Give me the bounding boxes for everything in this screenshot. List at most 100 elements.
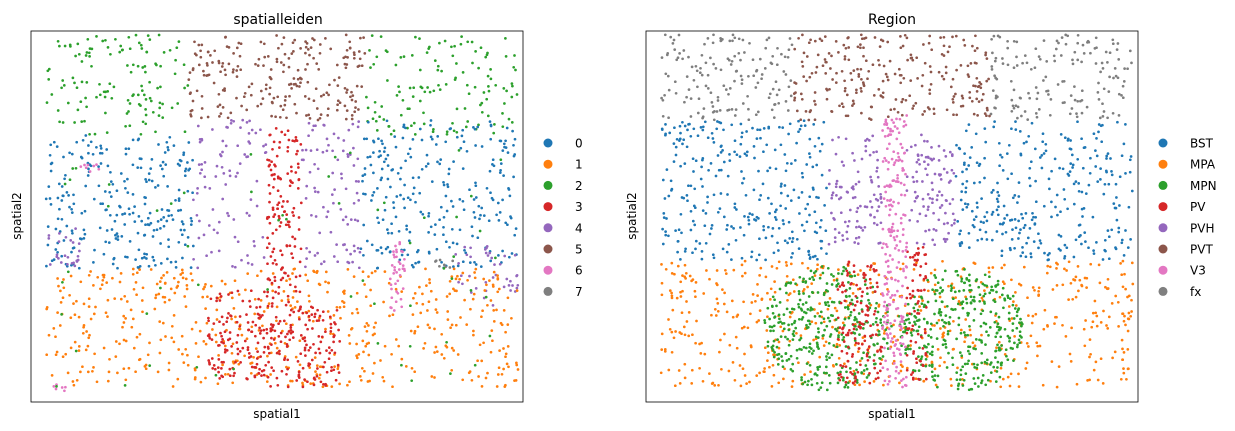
scatter-point	[50, 259, 54, 263]
scatter-point	[313, 254, 317, 257]
scatter-point	[818, 276, 822, 280]
scatter-point	[271, 206, 275, 210]
scatter-point	[879, 321, 883, 324]
scatter-point	[297, 178, 301, 182]
scatter-point	[1010, 238, 1014, 241]
scatter-point	[843, 86, 847, 90]
scatter-point	[739, 122, 743, 126]
scatter-point	[394, 300, 398, 304]
scatter-point	[767, 126, 771, 130]
scatter-point	[834, 185, 838, 189]
scatter-point	[322, 93, 326, 97]
scatter-point	[802, 345, 806, 349]
scatter-point	[784, 73, 788, 76]
scatter-point	[955, 113, 959, 117]
scatter-point	[846, 114, 850, 118]
scatter-point	[814, 221, 818, 225]
scatter-point	[56, 250, 59, 254]
scatter-point	[468, 261, 472, 264]
scatter-point	[950, 384, 953, 387]
scatter-point	[909, 79, 913, 82]
scatter-point	[1029, 255, 1033, 259]
scatter-point	[1083, 146, 1087, 149]
scatter-point	[239, 126, 242, 129]
scatter-point	[795, 356, 799, 360]
scatter-point	[1037, 55, 1041, 58]
scatter-point	[265, 294, 269, 298]
scatter-point	[133, 205, 136, 208]
scatter-point	[1077, 182, 1081, 185]
scatter-point	[230, 291, 234, 295]
scatter-point	[308, 250, 312, 254]
scatter-point	[710, 101, 714, 104]
scatter-point	[401, 98, 405, 102]
scatter-point	[212, 81, 216, 85]
scatter-point	[397, 268, 401, 271]
scatter-point	[87, 151, 90, 155]
scatter-point	[881, 79, 885, 83]
scatter-point	[747, 74, 750, 78]
scatter-point	[920, 355, 924, 358]
scatter-point	[402, 197, 406, 201]
scatter-point	[78, 249, 81, 253]
scatter-point	[299, 334, 303, 337]
scatter-point	[906, 302, 910, 306]
scatter-point	[872, 380, 876, 383]
scatter-point	[108, 190, 112, 194]
scatter-point	[364, 295, 368, 299]
scatter-point	[388, 314, 391, 318]
scatter-point	[341, 149, 345, 153]
scatter-point	[64, 235, 68, 239]
scatter-point	[497, 219, 501, 222]
scatter-point	[1018, 321, 1021, 325]
scatter-point	[355, 191, 359, 195]
scatter-point	[725, 310, 729, 314]
scatter-point	[1096, 378, 1100, 382]
scatter-point	[719, 68, 723, 72]
scatter-point	[170, 336, 174, 340]
scatter-point	[47, 333, 51, 337]
scatter-point	[445, 345, 449, 349]
scatter-point	[281, 266, 284, 269]
scatter-point	[879, 221, 883, 225]
scatter-point	[159, 338, 163, 342]
scatter-point	[305, 311, 309, 315]
scatter-point	[791, 252, 794, 255]
scatter-point	[1092, 368, 1096, 372]
scatter-point	[275, 346, 279, 350]
scatter-point	[826, 352, 830, 355]
scatter-point	[455, 130, 459, 134]
scatter-point	[670, 189, 673, 192]
scatter-point	[771, 227, 775, 230]
scatter-point	[777, 101, 781, 105]
scatter-point	[861, 336, 865, 339]
scatter-point	[948, 150, 952, 154]
scatter-point	[843, 385, 847, 389]
scatter-point	[735, 315, 739, 318]
scatter-point	[756, 81, 760, 85]
scatter-point	[146, 353, 150, 357]
scatter-point	[905, 36, 909, 40]
scatter-point	[756, 128, 759, 132]
scatter-point	[343, 243, 346, 246]
scatter-point	[306, 80, 310, 84]
scatter-point	[843, 55, 847, 58]
scatter-point	[468, 274, 471, 278]
scatter-point	[791, 338, 795, 341]
scatter-point	[428, 326, 431, 330]
scatter-point	[667, 234, 670, 238]
scatter-point	[1059, 133, 1063, 136]
scatter-point	[139, 166, 143, 170]
scatter-point	[780, 52, 783, 56]
scatter-point	[1074, 180, 1078, 183]
scatter-point	[352, 146, 355, 150]
scatter-point	[336, 367, 340, 371]
scatter-point	[145, 312, 149, 315]
scatter-point	[951, 212, 955, 216]
scatter-point	[1031, 314, 1035, 318]
scatter-point	[487, 89, 491, 93]
scatter-point	[353, 218, 357, 222]
scatter-point	[948, 202, 952, 206]
scatter-point	[853, 274, 857, 278]
scatter-point	[1062, 188, 1066, 191]
